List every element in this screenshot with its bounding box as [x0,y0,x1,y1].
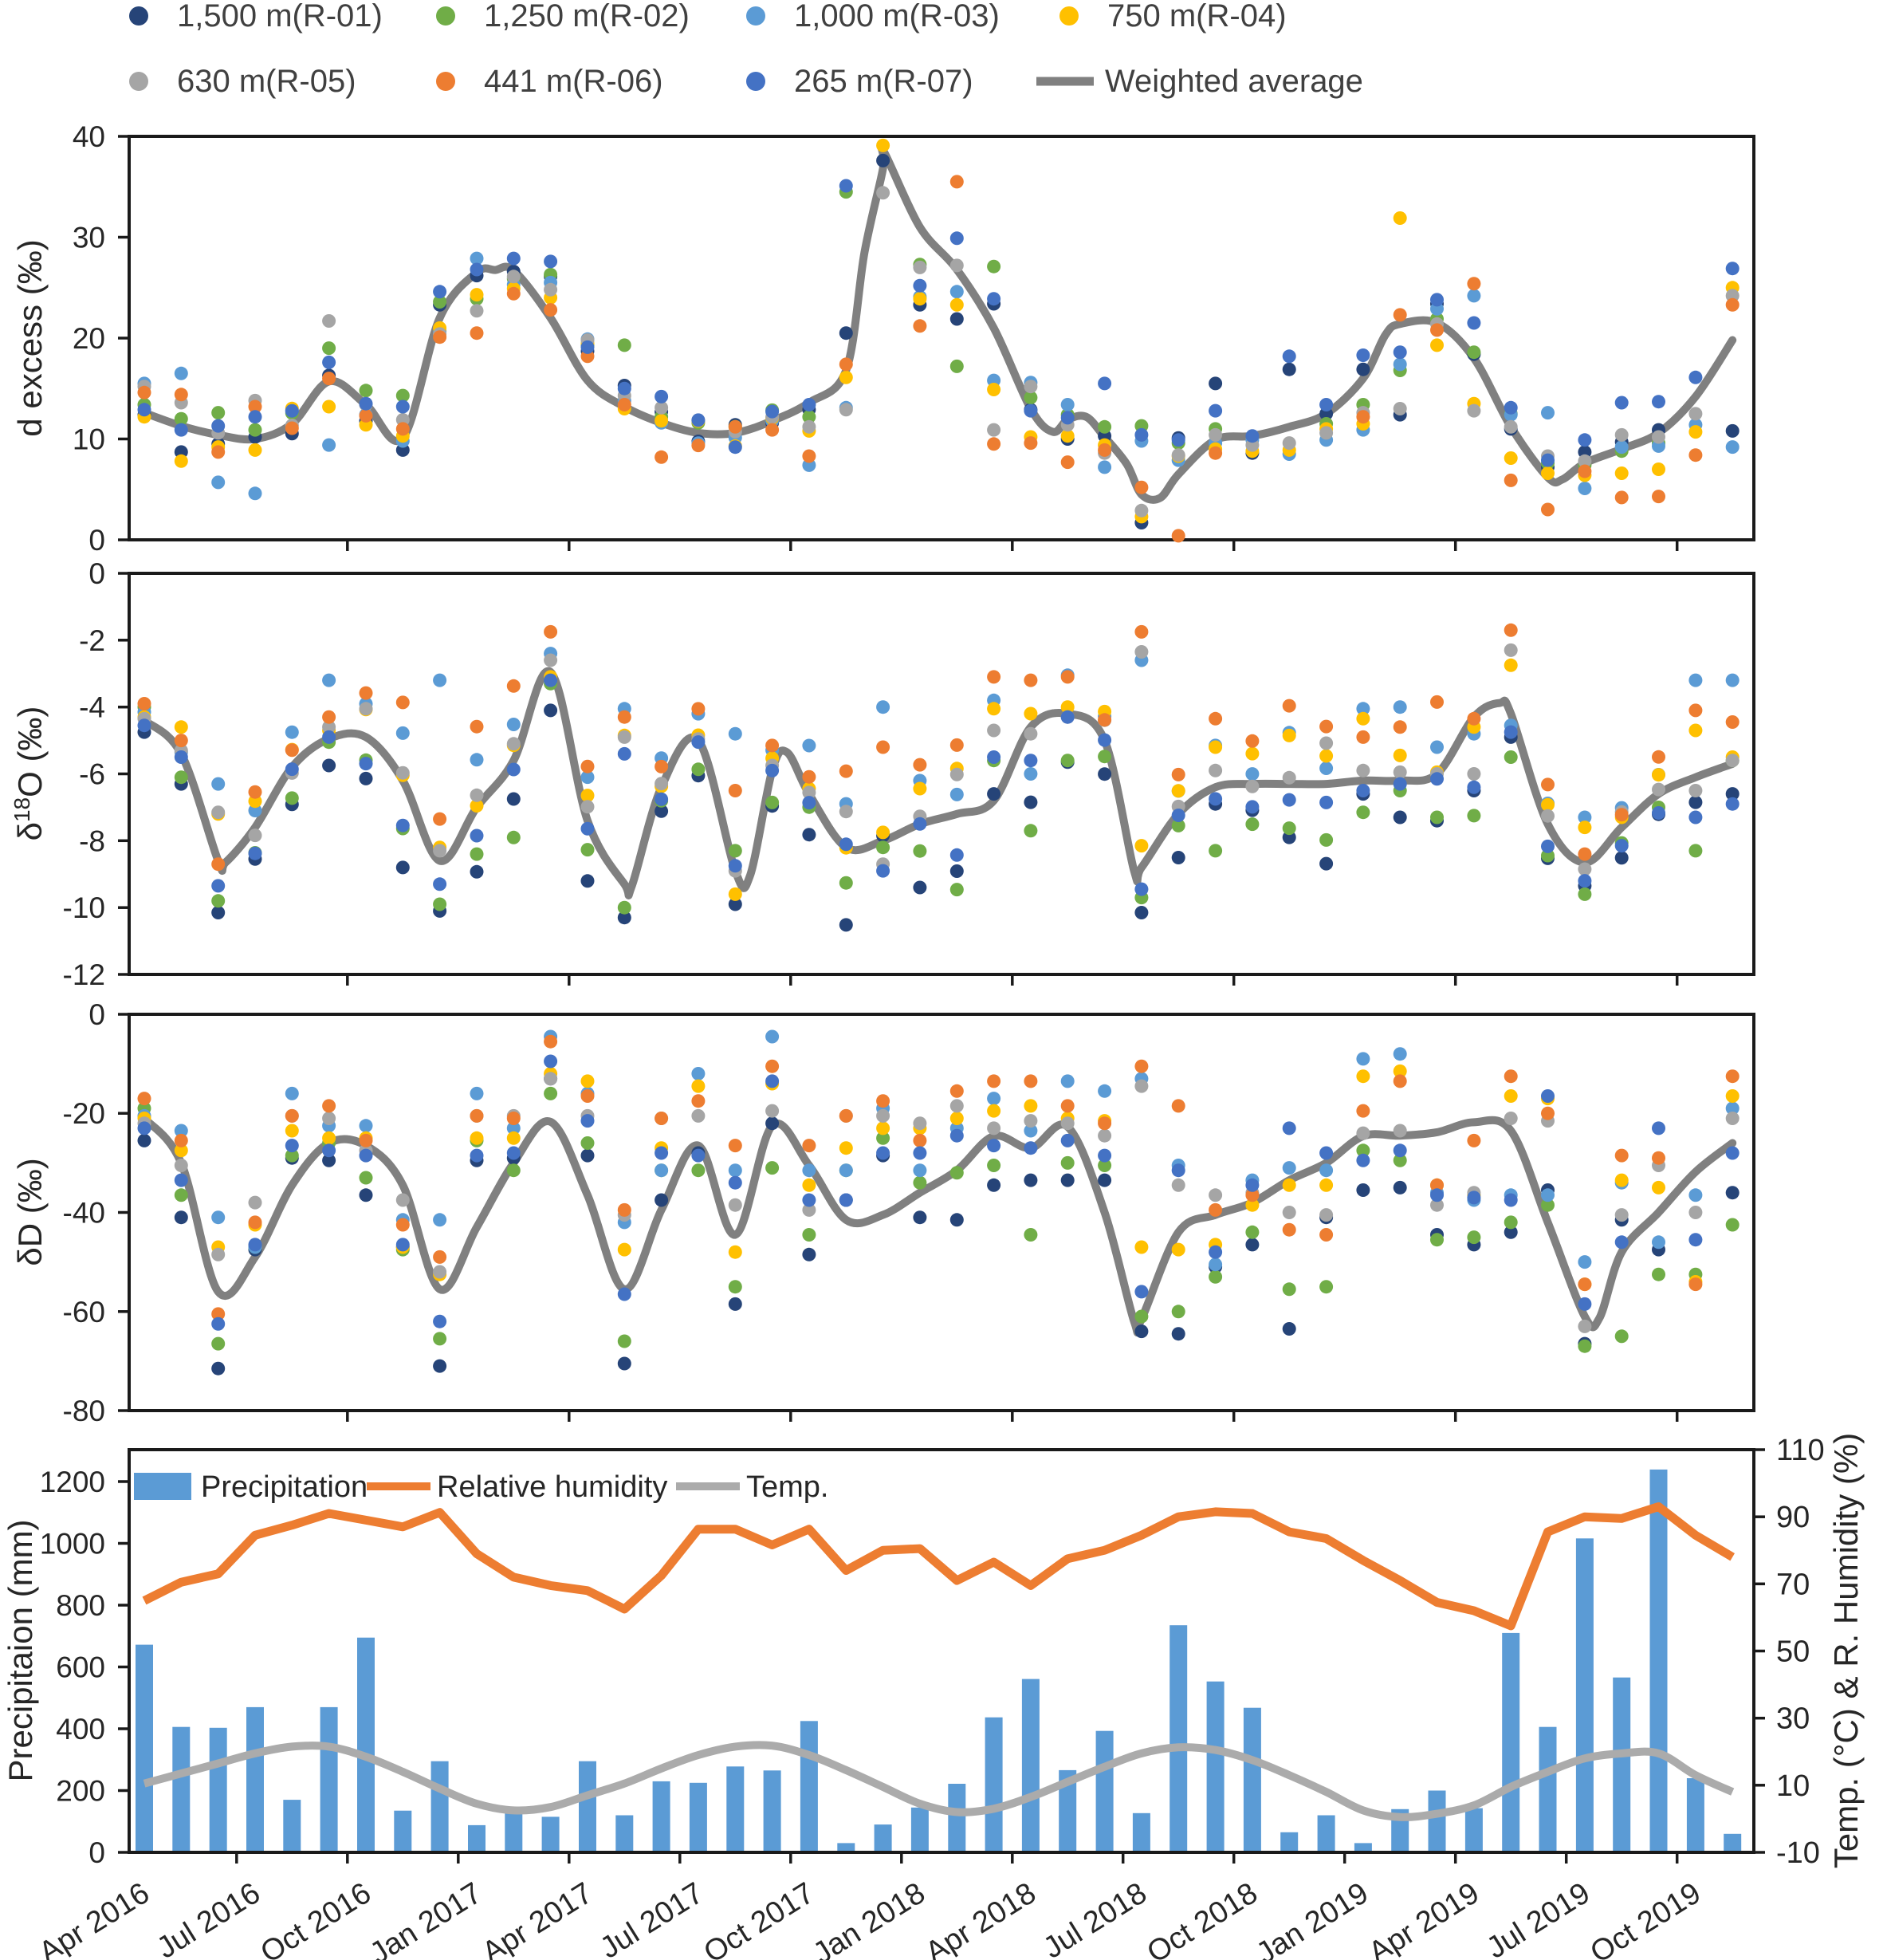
svg-text:90: 90 [1776,1501,1810,1534]
svg-text:40: 40 [73,120,105,153]
svg-text:0: 0 [88,524,105,557]
svg-text:70: 70 [1776,1568,1810,1601]
svg-text:-8: -8 [79,825,105,857]
svg-text:0: 0 [88,998,105,1031]
svg-text:-6: -6 [79,758,105,791]
svg-text:1200: 1200 [40,1466,105,1498]
svg-text:800: 800 [56,1589,105,1622]
svg-text:0: 0 [88,557,105,590]
svg-text:200: 200 [56,1775,105,1808]
svg-text:Precipitaion (mm): Precipitaion (mm) [2,1519,39,1781]
svg-text:750 m(R-04): 750 m(R-04) [1107,0,1287,33]
svg-text:110: 110 [1776,1434,1825,1467]
svg-text:-12: -12 [63,958,105,991]
svg-text:-80: -80 [63,1395,105,1427]
svg-text:-10: -10 [63,891,105,924]
svg-text:δD (‰): δD (‰) [11,1158,49,1265]
svg-text:-20: -20 [63,1097,105,1130]
svg-text:265 m(R-07): 265 m(R-07) [794,64,973,99]
svg-text:-10: -10 [1776,1836,1820,1870]
svg-text:-60: -60 [63,1296,105,1328]
svg-text:0: 0 [88,1836,105,1869]
svg-text:630 m(R-05): 630 m(R-05) [177,64,356,99]
svg-text:1000: 1000 [40,1528,105,1561]
svg-text:-40: -40 [63,1197,105,1230]
svg-text:10: 10 [1776,1769,1810,1803]
svg-text:Relative humidity: Relative humidity [437,1470,667,1504]
svg-text:50: 50 [1776,1635,1810,1669]
svg-text:30: 30 [1776,1702,1810,1736]
svg-text:400: 400 [56,1713,105,1746]
svg-text:1,250 m(R-02): 1,250 m(R-02) [484,0,690,33]
svg-text:30: 30 [73,222,105,254]
svg-text:20: 20 [73,322,105,355]
svg-text:10: 10 [73,423,105,456]
svg-text:Weighted average: Weighted average [1105,64,1363,99]
svg-text:Temp. (°C) & R. Humidity (%): Temp. (°C) & R. Humidity (%) [1827,1433,1865,1869]
svg-text:-2: -2 [79,624,105,657]
svg-text:1,000 m(R-03): 1,000 m(R-03) [794,0,1000,33]
svg-text:441 m(R-06): 441 m(R-06) [484,64,663,99]
svg-text:Precipitation: Precipitation [201,1470,368,1504]
svg-text:-4: -4 [79,691,105,724]
svg-text:Temp.: Temp. [746,1470,828,1504]
svg-text:d excess (‰): d excess (‰) [11,239,49,436]
svg-text:1,500 m(R-01): 1,500 m(R-01) [177,0,383,33]
svg-text:600: 600 [56,1651,105,1684]
